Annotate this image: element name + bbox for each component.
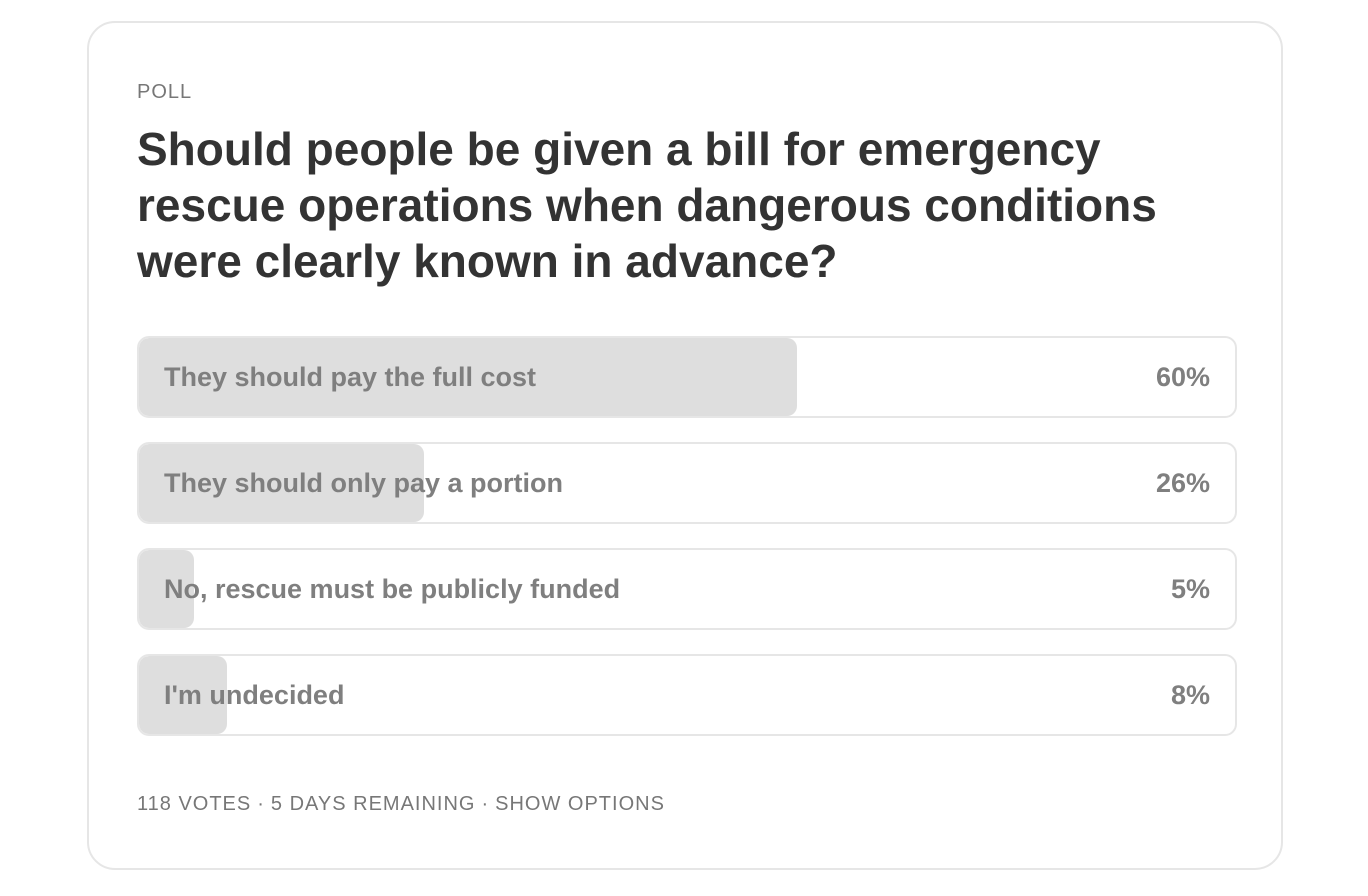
poll-option-result-bar xyxy=(139,550,194,628)
poll-option-label: I'm undecided xyxy=(164,680,345,710)
poll-option-undecided[interactable]: I'm undecided 8% xyxy=(137,654,1237,736)
poll-option-percent: 8% xyxy=(1170,680,1210,710)
poll-option-publicly-funded[interactable]: No, rescue must be publicly funded 5% xyxy=(137,548,1237,630)
poll-option-result-bar xyxy=(139,338,797,416)
poll-footer: 118 VOTES · 5 DAYS REMAINING · SHOW OPTIONS xyxy=(137,793,665,816)
poll-option-percent: 26% xyxy=(1155,468,1210,498)
poll-card: POLL Should people be given a bill for e… xyxy=(87,21,1283,870)
poll-option-result-bar xyxy=(139,656,227,734)
poll-label: POLL xyxy=(137,81,193,103)
poll-question: Should people be given a bill for emerge… xyxy=(137,123,1157,287)
poll-option-label: No, rescue must be publicly funded xyxy=(164,574,621,604)
vote-count: 118 VOTES xyxy=(137,793,252,815)
footer-separator: · xyxy=(257,793,265,815)
show-options-link[interactable]: SHOW OPTIONS xyxy=(495,793,665,815)
poll-option-label: They should only pay a portion xyxy=(164,468,564,498)
time-remaining: 5 DAYS REMAINING xyxy=(270,793,476,815)
poll-option-label: They should pay the full cost xyxy=(164,362,537,392)
poll-option-portion[interactable]: They should only pay a portion 26% xyxy=(137,442,1237,524)
poll-options: They should pay the full cost 60% They s… xyxy=(137,336,1237,760)
footer-separator: · xyxy=(481,793,490,815)
poll-option-percent: 60% xyxy=(1155,362,1210,392)
poll-option-percent: 5% xyxy=(1170,574,1210,604)
poll-option-result-bar xyxy=(139,444,424,522)
poll-option-full-cost[interactable]: They should pay the full cost 60% xyxy=(137,336,1237,418)
